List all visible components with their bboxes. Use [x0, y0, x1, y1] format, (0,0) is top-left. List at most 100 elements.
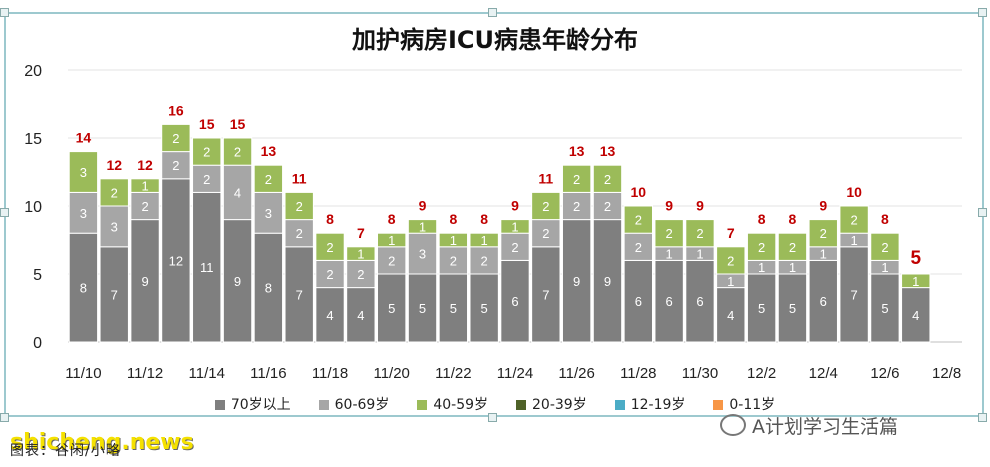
legend-label: 40-59岁: [433, 397, 489, 413]
bar-segment: [99, 246, 129, 343]
bar-segment-label: 4: [326, 308, 333, 323]
bar-segment: [346, 259, 376, 289]
resize-handle-bottom-right[interactable]: [978, 413, 987, 422]
bar-total-label: 9: [419, 198, 427, 214]
bar-segment: [346, 287, 376, 343]
x-tick-label: 11/24: [497, 365, 533, 382]
bar-segment-label: 2: [326, 267, 333, 282]
bar-segment-label: 2: [696, 226, 703, 241]
bar-segment-label: 2: [111, 185, 118, 200]
bar-segment: [500, 219, 530, 234]
bar-segment: [746, 273, 777, 343]
y-tick-label: 20: [24, 63, 42, 80]
bar-segment: [531, 246, 561, 343]
bar-segment-label: 2: [573, 199, 580, 214]
bar-segment: [531, 191, 561, 221]
bar-segment-label: 2: [296, 199, 303, 214]
bar-segment-label: 2: [265, 172, 272, 187]
bar-segment-label: 1: [789, 260, 796, 275]
bar-segment-label: 6: [696, 294, 703, 309]
bar-segment: [654, 259, 684, 343]
bar-segment: [561, 219, 592, 343]
bar-segment: [407, 273, 438, 343]
bar-segment-label: 2: [604, 199, 611, 214]
bar-total-label: 5: [910, 248, 921, 269]
bar-segment-label: 5: [419, 301, 426, 316]
resize-handle-bottom-center[interactable]: [488, 413, 497, 422]
bar-total-label: 7: [727, 225, 735, 241]
x-tick-label: 12/4: [809, 365, 838, 382]
bar-segment-label: 2: [326, 240, 333, 255]
bar-segment: [839, 205, 869, 234]
bar-segment: [99, 178, 129, 207]
bar-segment: [469, 246, 499, 275]
bar-segment: [68, 232, 99, 343]
bar-segment: [315, 232, 345, 261]
legend-swatch: [516, 400, 527, 410]
bar-segment-label: 1: [696, 247, 703, 262]
legend-swatch: [713, 400, 724, 410]
resize-handle-bottom-left[interactable]: [0, 413, 9, 422]
resize-handle-top-right[interactable]: [978, 8, 987, 17]
resize-handle-top-left[interactable]: [0, 8, 9, 17]
bar-segment-label: 11: [200, 260, 214, 275]
resize-handle-top-center[interactable]: [488, 8, 497, 17]
x-tick-label: 11/20: [373, 365, 409, 382]
bar-total-label: 9: [819, 198, 827, 214]
bar-segment: [777, 273, 808, 343]
bar-total-label: 13: [600, 143, 616, 159]
legend-label: 60-69岁: [334, 397, 390, 413]
bar-segment: [592, 164, 623, 193]
bar-segment: [407, 219, 438, 234]
bar-segment-label: 1: [141, 179, 148, 194]
bar-segment: [592, 219, 623, 343]
bar-segment-label: 1: [820, 247, 827, 262]
resize-handle-middle-right[interactable]: [978, 208, 987, 217]
bar-segment-label: 2: [296, 226, 303, 241]
bar-total-label: 11: [538, 170, 553, 186]
bar-segment: [438, 273, 469, 343]
bar-segment: [284, 219, 314, 248]
wechat-account-name: A计划学习生活篇: [752, 416, 898, 438]
bar-total-label: 8: [326, 211, 334, 227]
legend-item: 12-19岁: [614, 394, 685, 414]
y-tick-label: 0: [33, 335, 42, 352]
bar-segment: [901, 287, 931, 343]
x-tick-label: 11/10: [65, 365, 101, 382]
resize-handle-middle-left[interactable]: [0, 208, 9, 217]
bar-segment-label: 1: [481, 233, 488, 248]
bar-segment-label: 7: [850, 287, 857, 302]
bar-segment-label: 4: [357, 308, 364, 323]
y-tick-label: 5: [33, 267, 42, 284]
bar-segment-label: 5: [450, 301, 457, 316]
bar-segment-label: 1: [758, 260, 765, 275]
bar-segment: [99, 205, 129, 248]
bar-segment: [469, 273, 499, 343]
wechat-account: A计划学习生活篇: [720, 412, 898, 439]
bar-segment-label: 1: [727, 274, 734, 289]
bar-segment-label: 9: [573, 274, 580, 289]
bar-segment-label: 1: [450, 233, 457, 248]
bar-segment-label: 1: [850, 233, 857, 248]
bar-segment-label: 5: [789, 301, 796, 316]
bar-segment-label: 3: [80, 206, 87, 221]
bar-total-label: 8: [789, 211, 797, 227]
legend-item: 40-59岁: [417, 394, 488, 414]
bar-segment: [130, 219, 160, 343]
bar-segment-label: 6: [635, 294, 642, 309]
bar-segment-label: 2: [203, 145, 210, 160]
bar-segment: [623, 259, 653, 343]
bar-segment: [716, 287, 746, 343]
bar-segment-label: 5: [758, 301, 765, 316]
bar-segment: [68, 151, 99, 193]
watermark: shicheng.news: [10, 430, 194, 455]
bar-segment-label: 3: [111, 219, 118, 234]
bar-segment: [315, 287, 345, 343]
legend-item: 20-39岁: [516, 394, 587, 414]
bar-segment-label: 6: [820, 294, 827, 309]
bar-segment: [161, 123, 191, 153]
bar-segment-label: 2: [850, 213, 857, 228]
bar-segment: [839, 246, 869, 343]
bar-segment-label: 2: [450, 253, 457, 268]
